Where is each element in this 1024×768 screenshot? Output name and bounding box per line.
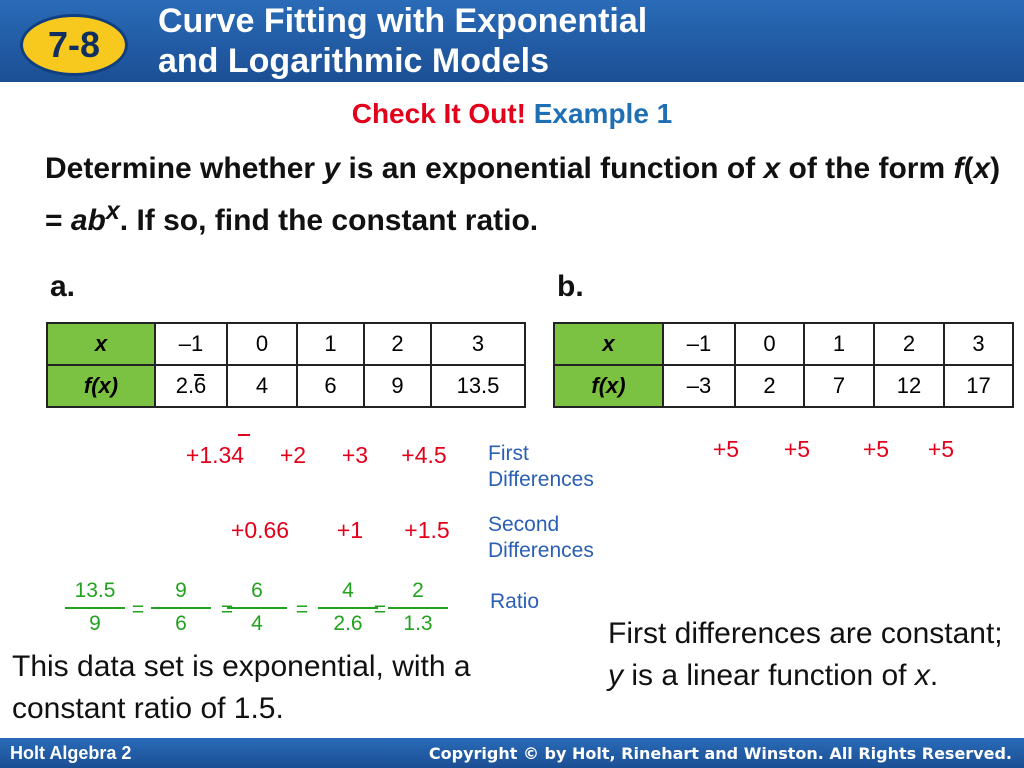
table-cell: 1 [296, 322, 365, 366]
data-table: x –1 0 1 2 3 f(x) 2.6 4 6 9 13.5 [46, 322, 526, 408]
difference: +5 [927, 436, 955, 462]
text-run: y [608, 659, 623, 692]
subtitle: Check It Out! Example 1 [0, 98, 1024, 130]
text-run: ( [963, 152, 974, 185]
table-row: x –1 0 1 2 3 [553, 322, 1014, 366]
table-cell: 2 [873, 322, 945, 366]
subtitle-example: Example 1 [533, 98, 673, 129]
fraction-bar [227, 607, 287, 609]
title: Curve Fitting with Exponential [158, 2, 648, 40]
text-run: x [105, 197, 120, 225]
header-bar [0, 0, 1024, 82]
text-run: First differences are constant; [608, 617, 1003, 650]
table-cell: 2 [734, 364, 805, 408]
text-run: of the form [780, 152, 954, 185]
difference: +2 [279, 442, 307, 468]
table-cell: –3 [662, 364, 736, 408]
badge: 7-8 [20, 14, 128, 76]
text-run: . [929, 659, 939, 692]
difference: +1 [336, 517, 364, 543]
data-table: x –1 0 1 2 3 f(x) –3 2 7 12 17 [553, 322, 1014, 408]
row-label: First Differences [488, 442, 594, 491]
numerator: 6 [251, 579, 263, 602]
table-cell: –1 [154, 322, 228, 366]
text-run: x [973, 152, 991, 185]
difference: +4.5 [401, 442, 447, 468]
difference: +5 [712, 436, 740, 462]
text-run: is an exponential function of [340, 152, 764, 185]
table-row: f(x) 2.6 4 6 9 13.5 [46, 364, 526, 408]
table-cell: 1 [803, 322, 875, 366]
row-label: Ratio [490, 590, 540, 613]
table-cell: 7 [803, 364, 875, 408]
row-header: f(x) [553, 364, 664, 408]
text-run: x [914, 659, 930, 692]
equals: = [131, 598, 145, 621]
text-run: ) = [45, 152, 1001, 237]
text-run: . If so, find the constant ratio. [119, 204, 539, 237]
numerator: 4 [342, 579, 354, 602]
fraction-bar [151, 607, 211, 609]
equals: = [373, 598, 387, 621]
overline [238, 434, 250, 436]
table-cell: 2.6 [154, 364, 228, 408]
denominator: 1.3 [403, 612, 433, 635]
table-cell: 3 [943, 322, 1014, 366]
numerator: 9 [175, 579, 187, 602]
row-header: x [46, 322, 156, 366]
table-row: x –1 0 1 2 3 [46, 322, 526, 366]
denominator: 9 [89, 612, 101, 635]
table-cell: 4 [226, 364, 298, 408]
table-cell: 17 [943, 364, 1014, 408]
text-run: ab [70, 204, 106, 237]
fraction-bar [388, 607, 448, 609]
table-cell: 2 [363, 322, 432, 366]
part-label: b. [557, 270, 584, 303]
numerator: 13.5 [74, 579, 116, 602]
text-run: x [763, 152, 781, 185]
footer-bar [0, 738, 1024, 768]
prompt: Determine whether y is an exponential fu… [45, 148, 1020, 242]
text-run: Determine whether [45, 152, 324, 185]
part-label: a. [50, 270, 76, 303]
difference: +1.5 [404, 517, 450, 543]
difference: +5 [783, 436, 811, 462]
table-cell: 0 [226, 322, 298, 366]
row-header: f(x) [46, 364, 156, 408]
conclusion: This data set is exponential, with a con… [12, 650, 471, 725]
table-cell: 6 [296, 364, 365, 408]
footer-right: Copyright © by Holt, Rinehart and Winsto… [428, 744, 1012, 763]
row-label: Second Differences [488, 513, 594, 562]
denominator: 6 [175, 612, 187, 635]
title: and Logarithmic Models [158, 42, 550, 80]
table-cell: –1 [662, 322, 736, 366]
fraction-bar [318, 607, 378, 609]
table-cell: 9 [363, 364, 432, 408]
difference: +3 [341, 442, 369, 468]
table-cell: 12 [873, 364, 945, 408]
table-row: f(x) –3 2 7 12 17 [553, 364, 1014, 408]
text-run: f [953, 152, 964, 185]
difference: +0.66 [230, 517, 290, 543]
numerator: 2 [412, 579, 424, 602]
equals: = [220, 598, 234, 621]
fraction-bar [65, 607, 125, 609]
equals: = [295, 598, 309, 621]
difference: +5 [862, 436, 890, 462]
denominator: 2.6 [333, 612, 363, 635]
difference: +1.34 [185, 442, 245, 468]
denominator: 4 [251, 612, 263, 635]
text-run: is a linear function of [623, 659, 915, 692]
footer-left: Holt Algebra 2 [10, 743, 132, 763]
table-cell: 13.5 [430, 364, 526, 408]
subtitle-lead: Check It Out! [351, 98, 526, 129]
text-run: y [323, 152, 341, 185]
table-cell: 3 [430, 322, 526, 366]
conclusion: First differences are constant; y is a l… [608, 613, 1013, 697]
table-cell: 0 [734, 322, 805, 366]
row-header: x [553, 322, 664, 366]
